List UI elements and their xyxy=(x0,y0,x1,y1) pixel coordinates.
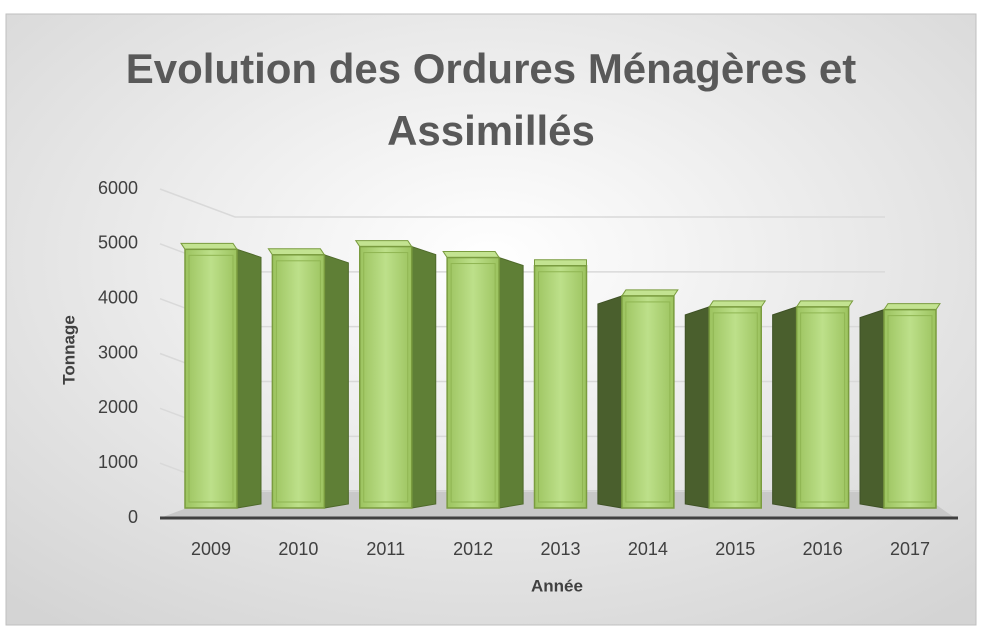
y-tick-label: 5000 xyxy=(98,233,138,253)
grid-line xyxy=(159,188,885,218)
y-tick-label: 4000 xyxy=(98,287,138,307)
x-tick-label: 2013 xyxy=(540,539,580,559)
y-tick-label: 3000 xyxy=(98,342,138,362)
x-tick-label: 2010 xyxy=(278,539,318,559)
bar xyxy=(859,303,941,509)
chart-title: Evolution des Ordures Ménagères et Assim… xyxy=(125,45,857,154)
bar xyxy=(442,251,524,509)
x-tick-label: 2015 xyxy=(715,539,755,559)
x-tick-label: 2012 xyxy=(453,539,493,559)
bar xyxy=(267,248,349,509)
bar xyxy=(684,300,767,509)
y-tick-label: 6000 xyxy=(98,178,138,198)
bar xyxy=(772,300,854,509)
y-tick-label: 0 xyxy=(128,507,138,527)
x-tick-label: 2011 xyxy=(366,539,405,559)
y-axis-title: Tonnage xyxy=(59,315,78,385)
x-tick-label: 2016 xyxy=(803,539,843,559)
x-tick-label: 2009 xyxy=(191,539,231,559)
x-tick-label: 2017 xyxy=(890,539,930,559)
x-axis-title: Année xyxy=(531,576,583,595)
bar xyxy=(354,240,437,509)
y-tick-label: 2000 xyxy=(98,397,138,417)
bar xyxy=(597,289,679,509)
bar xyxy=(533,259,588,509)
x-tick-label: 2014 xyxy=(628,539,668,559)
bar xyxy=(180,242,262,509)
y-tick-label: 1000 xyxy=(98,452,138,472)
